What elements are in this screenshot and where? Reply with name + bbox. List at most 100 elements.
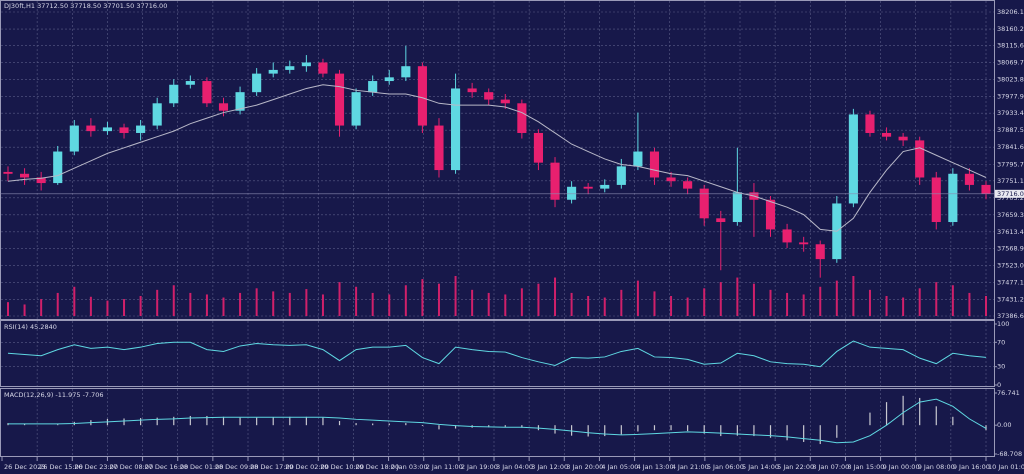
macd-bar [305, 416, 307, 426]
volume-bar [670, 296, 673, 316]
y-tick-label: 30 [997, 363, 1005, 371]
macd-bar [885, 402, 888, 426]
macd-bar [753, 425, 755, 437]
candle-body [235, 92, 245, 111]
volume-bar [454, 276, 457, 316]
candle-body [732, 192, 742, 223]
y-tick-label: 37659.35 [997, 211, 1024, 219]
volume-bar [421, 279, 424, 316]
macd-bar [23, 423, 26, 426]
macd-bar [687, 425, 689, 432]
volume-bar [835, 280, 838, 316]
candle-body [633, 151, 643, 167]
x-tick-label: 8 Jan 15:00 [847, 463, 884, 471]
volume-bar [338, 282, 341, 316]
volume-bar [156, 289, 159, 316]
y-tick-label: 37751.15 [997, 177, 1024, 185]
candle-body [533, 132, 543, 163]
volume-bar [437, 283, 440, 316]
rsi-title: RSI(14) 45.2840 [4, 323, 57, 331]
macd-bar [206, 415, 208, 426]
volume-bar [205, 294, 208, 316]
rsi-panel [0, 320, 995, 387]
y-tick-label: 37523.00 [997, 261, 1024, 269]
volume-bar [239, 292, 242, 316]
macd-bar [720, 425, 722, 437]
volume-bar [272, 291, 275, 316]
y-tick-label: 76.741 [997, 389, 1020, 397]
x-tick-label: 29 Dec 02:00 [285, 463, 329, 471]
macd-bar [736, 425, 738, 436]
candle-body [119, 127, 129, 133]
x-tick-label: 2 Jan 11:00 [426, 463, 463, 471]
x-tick-label: 9 Jan 08:00 [918, 463, 955, 471]
macd-bar [504, 425, 506, 427]
volume-bar [106, 300, 109, 316]
candle-body [583, 186, 593, 189]
x-tick-label: 27 Dec 08:00 [109, 463, 153, 471]
x-tick-label: 2 Jan 03:00 [391, 463, 428, 471]
candle-body [881, 132, 892, 137]
macd-bar [803, 425, 805, 442]
volume-bar [255, 288, 258, 316]
y-tick-label: 0 [997, 381, 1001, 389]
x-tick-label: 5 Jan 06:00 [707, 463, 744, 471]
macd-bar [902, 395, 904, 426]
volume-bar [902, 297, 905, 316]
y-tick-label: -68.708 [997, 450, 1022, 458]
candle-body [799, 242, 809, 245]
candle-body [600, 184, 610, 189]
candle-body [948, 173, 958, 223]
volume-bar [305, 289, 308, 316]
candle-body [981, 184, 991, 194]
macd-bar [919, 397, 921, 426]
macd-bar [156, 417, 158, 426]
macd-bar [836, 425, 838, 438]
macd-bar [239, 417, 241, 426]
x-tick-label: 10 Jan 01:00 [988, 463, 1024, 471]
x-tick-label: 28 Dec 01:00 [180, 463, 224, 471]
candle-body [550, 162, 560, 200]
candle-body [484, 92, 494, 100]
volume-bar [89, 296, 92, 316]
y-tick-label: 70 [997, 338, 1005, 346]
macd-bar [620, 425, 622, 435]
volume-bar [819, 286, 822, 316]
macd-bar [140, 418, 142, 426]
macd-bar [438, 425, 440, 430]
macd-bar [123, 418, 125, 426]
candle-body [218, 103, 229, 111]
volume-bar [321, 294, 324, 316]
volume-bar [719, 282, 722, 316]
volume-bar [288, 292, 291, 316]
candle-body [136, 125, 146, 133]
candle-body [252, 73, 262, 93]
y-tick-label: 37568.90 [997, 244, 1024, 252]
x-tick-label: 3 Jan 04:00 [496, 463, 533, 471]
candle-body [434, 125, 444, 171]
candle-body [467, 88, 477, 93]
volume-bar [636, 280, 639, 316]
macd-bar [488, 425, 490, 428]
x-tick-label: 2 Jan 19:00 [461, 463, 498, 471]
y-tick-label: 37613.45 [997, 228, 1024, 236]
volume-bar [985, 296, 987, 316]
candle-body [616, 166, 626, 185]
volume-bar [951, 285, 954, 316]
rsi-line [7, 340, 987, 368]
macd-bar [985, 425, 987, 431]
macd-bar [769, 425, 772, 438]
macd-bar [869, 412, 871, 426]
volume-bar [487, 292, 490, 316]
macd-bar [289, 416, 291, 426]
macd-bar [272, 417, 274, 426]
volume-bar [802, 294, 805, 316]
candle-body [517, 103, 527, 133]
candle-body [3, 171, 13, 174]
last-price-box [995, 189, 1024, 198]
macd-bar [521, 425, 523, 428]
macd-bar [57, 424, 59, 426]
macd-bar [222, 416, 225, 426]
volume-bar [653, 291, 656, 316]
